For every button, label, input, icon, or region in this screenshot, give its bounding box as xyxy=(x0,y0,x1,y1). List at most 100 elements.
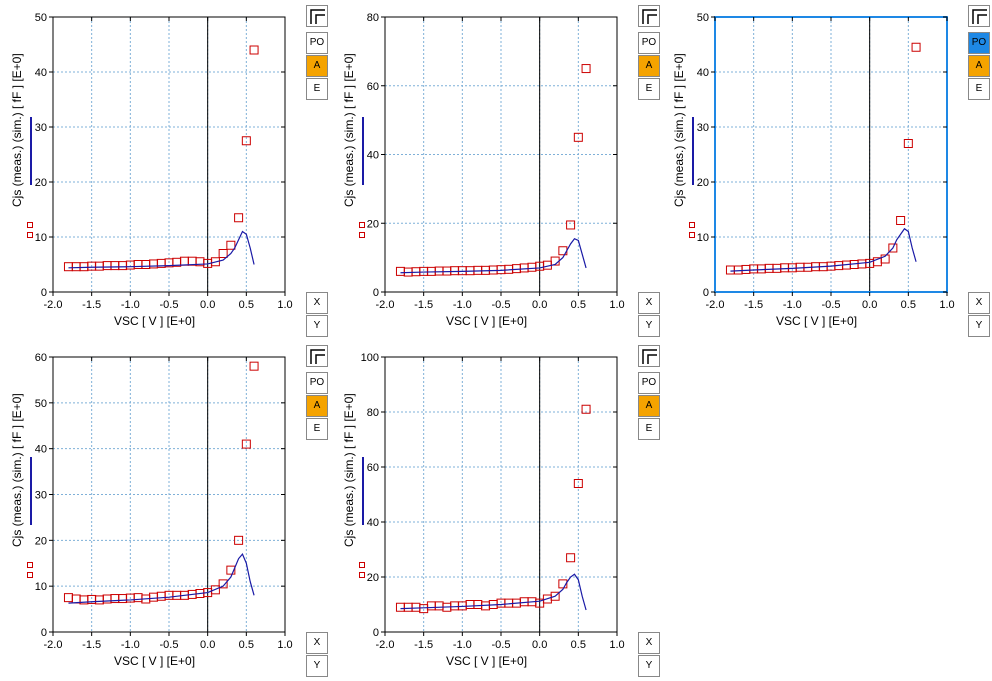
y-tick-label: 0 xyxy=(41,287,47,299)
sim-legend-line xyxy=(30,457,32,525)
x-tick-label: -0.5 xyxy=(822,299,841,311)
y-tick-label: 20 xyxy=(697,177,709,189)
scale-button-a[interactable]: A xyxy=(638,55,660,77)
meas-point xyxy=(249,361,259,371)
meas-point xyxy=(133,260,143,269)
x-tick-label: -0.5 xyxy=(492,639,511,651)
y-tick-label: 50 xyxy=(35,12,47,24)
scale-button-a[interactable]: A xyxy=(638,395,660,417)
y-tick-label: 60 xyxy=(367,81,379,93)
sim-line xyxy=(400,573,587,611)
chart-svg: -2.0 -1.5 -1.0 -0.5 0.0 0.5 1.0 0 20 40 60 80 xyxy=(367,12,625,311)
meas-point xyxy=(71,262,81,272)
meas-legend-marker xyxy=(27,232,33,238)
x-tick-label: -1.5 xyxy=(82,639,101,651)
axis-button-y[interactable]: Y xyxy=(968,315,990,337)
grid xyxy=(53,17,285,292)
y-axis-label: Cjs (meas.) (sim.) [ fF ] [E+0] xyxy=(342,53,356,207)
meas-point xyxy=(94,595,104,605)
scale-button-e[interactable]: E xyxy=(306,78,328,100)
meas-point xyxy=(141,260,151,269)
axis-button-x[interactable]: X xyxy=(968,292,990,314)
meas-point xyxy=(226,240,236,250)
meas-point xyxy=(234,213,244,223)
y-tick-label: 30 xyxy=(35,490,47,502)
sim-line xyxy=(730,227,917,272)
axis-button-x[interactable]: X xyxy=(306,632,328,654)
x-tick-label: -1.5 xyxy=(82,299,101,311)
meas-point xyxy=(434,601,444,611)
x-tick-label: 0.0 xyxy=(862,299,877,311)
axis-button-x[interactable]: X xyxy=(638,292,660,314)
zoom-corner-icon[interactable] xyxy=(638,5,660,27)
sim-line xyxy=(400,237,587,274)
meas-point xyxy=(896,216,906,225)
axis-button-x[interactable]: X xyxy=(638,632,660,654)
y-tick-label: 40 xyxy=(367,150,379,162)
scale-button-po[interactable]: PO xyxy=(306,32,328,54)
meas-legend-marker xyxy=(689,232,695,238)
zoom-corner-icon[interactable] xyxy=(968,5,990,27)
meas-point xyxy=(63,262,73,272)
meas-point xyxy=(558,579,568,589)
chart-panel-3[interactable]: -2.0 -1.5 -1.0 -0.5 0.0 0.5 1.0 0 10 20 30 40 50 VSC … xyxy=(662,0,992,340)
meas-point xyxy=(102,594,112,604)
meas-point xyxy=(395,602,405,612)
y-tick-label: 20 xyxy=(367,218,379,230)
x-tick-label: 0.0 xyxy=(532,299,547,311)
meas-point xyxy=(550,591,560,601)
scale-button-a[interactable]: A xyxy=(306,395,328,417)
sim-legend-line xyxy=(362,117,364,185)
scale-button-po[interactable]: PO xyxy=(968,32,990,54)
chart-svg: -2.0 -1.5 -1.0 -0.5 0.0 0.5 1.0 0 10 20 30 40 50 xyxy=(697,12,955,311)
axis-button-y[interactable]: Y xyxy=(638,315,660,337)
x-tick-label: -1.5 xyxy=(414,639,433,651)
scale-button-e[interactable]: E xyxy=(638,78,660,100)
chart-panel-5[interactable]: -2.0 -1.5 -1.0 -0.5 0.0 0.5 1.0 0 20 40 60 80 100 VSC… xyxy=(332,340,662,680)
meas-point xyxy=(79,262,89,272)
meas-point xyxy=(573,479,583,488)
x-tick-label: 0.5 xyxy=(239,639,254,651)
scale-button-a[interactable]: A xyxy=(968,55,990,77)
x-tick-label: -2.0 xyxy=(376,639,395,651)
chart-panel-4[interactable]: -2.0 -1.5 -1.0 -0.5 0.0 0.5 1.0 0 10 20 30 40 50 60 VS… xyxy=(0,340,330,680)
meas-point xyxy=(71,594,81,604)
meas-point xyxy=(519,263,529,273)
scale-button-a[interactable]: A xyxy=(306,55,328,77)
x-tick-label: -1.5 xyxy=(414,299,433,311)
scale-button-e[interactable]: E xyxy=(638,418,660,440)
y-axis-label: Cjs (meas.) (sim.) [ fF ] [E+0] xyxy=(342,393,356,547)
axis-button-x[interactable]: X xyxy=(306,292,328,314)
scale-button-po[interactable]: PO xyxy=(638,32,660,54)
zoom-corner-icon[interactable] xyxy=(638,345,660,367)
y-tick-label: 100 xyxy=(361,352,379,364)
meas-point xyxy=(133,593,143,603)
meas-point xyxy=(218,249,228,258)
grid xyxy=(53,357,285,632)
meas-point xyxy=(566,553,576,563)
axis-button-y[interactable]: Y xyxy=(306,315,328,337)
meas-point xyxy=(888,243,898,253)
sim-legend-line xyxy=(692,117,694,185)
scale-button-e[interactable]: E xyxy=(306,418,328,440)
zoom-corner-icon[interactable] xyxy=(306,345,328,367)
scale-button-po[interactable]: PO xyxy=(306,372,328,394)
scale-button-e[interactable]: E xyxy=(968,78,990,100)
scale-button-po[interactable]: PO xyxy=(638,372,660,394)
meas-point xyxy=(234,535,244,545)
x-axis-label: VSC [ V ] [E+0] xyxy=(446,654,528,668)
meas-point xyxy=(581,64,591,74)
chart-panel-2[interactable]: -2.0 -1.5 -1.0 -0.5 0.0 0.5 1.0 0 20 40 60 80 VSC [ … xyxy=(332,0,662,340)
y-tick-label: 10 xyxy=(697,232,709,244)
meas-point xyxy=(573,132,583,142)
meas-point xyxy=(210,257,220,267)
chart-panel-1[interactable]: -2.0 -1.5 -1.0 -0.5 0.0 0.5 1.0 0 10 20 30 40 50 VSC … xyxy=(0,0,330,340)
zoom-corner-icon[interactable] xyxy=(306,5,328,27)
y-axis-label: Cjs (meas.) (sim.) [ fF ] [E+0] xyxy=(10,53,24,207)
y-axis-label: Cjs (meas.) (sim.) [ fF ] [E+0] xyxy=(10,393,24,547)
axis-button-y[interactable]: Y xyxy=(638,655,660,677)
y-tick-label: 80 xyxy=(367,407,379,419)
meas-point xyxy=(741,264,751,274)
meas-point xyxy=(210,585,220,595)
axis-button-y[interactable]: Y xyxy=(306,655,328,677)
